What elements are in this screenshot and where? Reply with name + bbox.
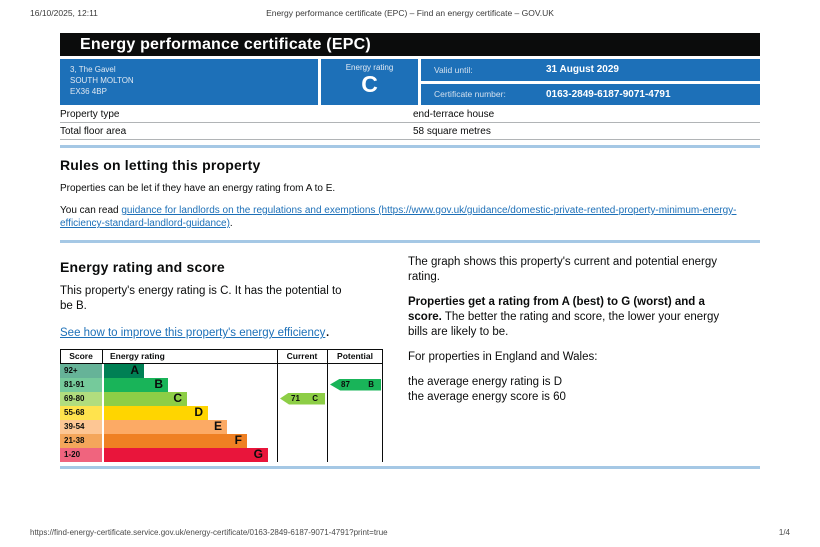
band-score-range: 39-54 bbox=[60, 419, 102, 434]
chart-header-row: Score Energy rating Current Potential bbox=[60, 348, 383, 364]
band-bar-f: F bbox=[104, 433, 247, 448]
band-score-range: 55-68 bbox=[60, 405, 102, 420]
print-page-number: 1/4 bbox=[778, 528, 790, 537]
rules-link-prefix: You can read bbox=[60, 205, 122, 216]
valid-until-row: Valid until: 31 August 2029 bbox=[421, 59, 760, 81]
band-bar-a: A bbox=[104, 363, 144, 378]
average-stats-paragraph: the average energy rating is D the averag… bbox=[408, 375, 740, 405]
band-score-range: 81-91 bbox=[60, 377, 102, 392]
table-row: Total floor area 58 square metres bbox=[60, 123, 760, 140]
epc-band-row: 1-20 G bbox=[60, 447, 383, 462]
browser-print-footer: https://find-energy-certificate.service.… bbox=[30, 528, 790, 537]
energy-rating-value: C bbox=[361, 71, 378, 97]
rating-heading: Energy rating and score bbox=[60, 259, 225, 275]
band-bar-e: E bbox=[104, 419, 227, 434]
epc-band-row: 81-91 B bbox=[60, 377, 383, 392]
band-bar-cell: E bbox=[102, 419, 383, 434]
browser-print-header: 16/10/2025, 12:11 Energy performance cer… bbox=[30, 8, 790, 18]
band-bar-cell: C bbox=[102, 391, 383, 406]
table-row: Property type end-terrace house bbox=[60, 106, 760, 123]
epc-band-row: 39-54 E bbox=[60, 419, 383, 434]
band-score-range: 21-38 bbox=[60, 433, 102, 448]
rating-explainer-bold: Properties get a rating from A (best) to… bbox=[408, 295, 705, 323]
rules-link-paragraph: You can read guidance for landlords on t… bbox=[60, 204, 750, 230]
valid-until-label: Valid until: bbox=[434, 64, 473, 75]
rules-heading: Rules on letting this property bbox=[60, 157, 261, 173]
potential-rating-pointer: 87 B bbox=[330, 378, 381, 391]
certificate-number-row: Certificate number: 0163-2849-6187-9071-… bbox=[421, 83, 760, 105]
improve-efficiency-link[interactable]: See how to improve this property's energ… bbox=[60, 327, 326, 340]
score-column-header: Score bbox=[69, 351, 93, 362]
rules-section: Rules on letting this property Propertie… bbox=[60, 157, 760, 230]
potential-column-header: Potential bbox=[337, 351, 373, 362]
current-rating-pointer: 71 C bbox=[280, 392, 325, 405]
band-bar-cell: D bbox=[102, 405, 383, 420]
property-details-table: Property type end-terrace house Total fl… bbox=[60, 106, 760, 140]
epc-band-row: 21-38 F bbox=[60, 433, 383, 448]
address-line-1: 3, The Gavel bbox=[70, 65, 116, 74]
valid-until-value: 31 August 2029 bbox=[546, 64, 619, 76]
certificate-summary: 3, The Gavel SOUTH MOLTON EX36 4BP Energ… bbox=[60, 59, 760, 105]
band-bar-cell: B bbox=[102, 377, 383, 392]
band-bar-c: C bbox=[104, 391, 187, 406]
chart-column-divider bbox=[60, 348, 61, 364]
section-divider bbox=[60, 145, 760, 148]
band-bar-cell: F bbox=[102, 433, 383, 448]
epc-band-row: 69-80 C bbox=[60, 391, 383, 406]
rating-column-header: Energy rating bbox=[110, 351, 165, 362]
england-wales-paragraph: For properties in England and Wales: bbox=[408, 350, 598, 363]
rules-link-suffix: . bbox=[229, 218, 233, 229]
print-datetime: 16/10/2025, 12:11 bbox=[30, 8, 98, 18]
print-page-title: Energy performance certificate (EPC) – F… bbox=[266, 8, 554, 18]
improve-link-suffix: . bbox=[325, 323, 330, 341]
epc-rating-chart: Score Energy rating Current Potential 92… bbox=[60, 348, 383, 462]
address-line-2: SOUTH MOLTON bbox=[70, 75, 134, 85]
rating-right-column: The graph shows this property's current … bbox=[408, 250, 740, 462]
rating-explainer-paragraph: Properties get a rating from A (best) to… bbox=[408, 295, 740, 340]
certificate-page: Energy performance certificate (EPC) 3, … bbox=[60, 33, 760, 469]
epc-banner: Energy performance certificate (EPC) bbox=[60, 33, 760, 56]
chart-column-divider bbox=[327, 348, 328, 462]
average-score-line: the average energy score is 60 bbox=[408, 390, 566, 403]
average-rating-line: the average energy rating is D bbox=[408, 375, 563, 388]
print-url: https://find-energy-certificate.service.… bbox=[30, 528, 388, 537]
property-type-value: end-terrace house bbox=[413, 108, 495, 120]
chart-column-divider bbox=[102, 348, 103, 364]
epc-band-row: 55-68 D bbox=[60, 405, 383, 420]
band-score-range: 92+ bbox=[60, 363, 102, 378]
validity-column: Valid until: 31 August 2029 Certificate … bbox=[421, 59, 760, 105]
energy-rating-section: Energy rating and score This property's … bbox=[60, 250, 760, 462]
band-bar-cell: A bbox=[102, 363, 383, 378]
rules-paragraph: Properties can be let if they have an en… bbox=[60, 183, 336, 194]
energy-rating-box: Energy rating C bbox=[321, 59, 418, 105]
certificate-number-value: 0163-2849-6187-9071-4791 bbox=[546, 88, 671, 100]
property-address: 3, The Gavel SOUTH MOLTON EX36 4BP bbox=[60, 59, 318, 105]
band-score-range: 69-80 bbox=[60, 391, 102, 406]
address-line-3: EX36 4BP bbox=[70, 86, 107, 96]
improve-link-paragraph: See how to improve this property's energ… bbox=[60, 323, 350, 341]
floor-area-value: 58 square metres bbox=[413, 125, 491, 137]
current-column-header: Current bbox=[286, 351, 318, 362]
chart-band-rows: 92+ A 81-91 B 69-80 C 55-68 D 39-54 E 21-38 F 1-20 G bbox=[60, 363, 383, 462]
certificate-number-label: Certificate number: bbox=[434, 89, 506, 100]
rating-summary-paragraph: This property's energy rating is C. It h… bbox=[60, 285, 342, 313]
chart-column-divider bbox=[382, 348, 383, 462]
band-score-range: 1-20 bbox=[60, 447, 102, 462]
band-bar-d: D bbox=[104, 405, 208, 420]
band-bar-b: B bbox=[104, 377, 168, 392]
property-type-label: Property type bbox=[60, 108, 120, 120]
chart-column-divider bbox=[277, 348, 278, 462]
rating-left-column: Energy rating and score This property's … bbox=[60, 250, 408, 462]
landlord-guidance-link[interactable]: guidance for landlords on the regulation… bbox=[60, 205, 737, 229]
band-bar-cell: G bbox=[102, 447, 383, 462]
section-divider bbox=[60, 240, 760, 243]
energy-rating-label: Energy rating bbox=[345, 63, 394, 72]
epc-band-row: 92+ A bbox=[60, 363, 383, 378]
section-divider bbox=[60, 465, 760, 469]
graph-description-paragraph: The graph shows this property's current … bbox=[408, 256, 718, 283]
epc-banner-title: Energy performance certificate (EPC) bbox=[80, 35, 371, 53]
rating-explainer-rest: The better the rating and score, the low… bbox=[408, 310, 720, 338]
floor-area-label: Total floor area bbox=[60, 125, 127, 137]
band-bar-g: G bbox=[104, 447, 268, 462]
